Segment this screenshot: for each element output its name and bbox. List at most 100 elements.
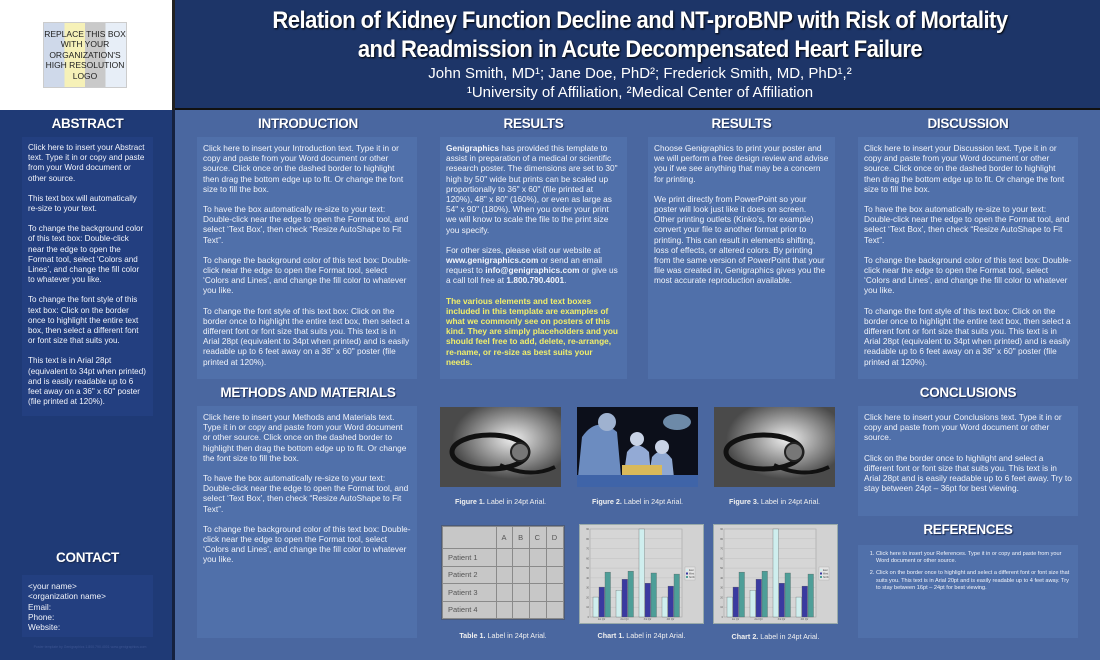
methods-box[interactable]: Click here to insert your Methods and Ma… xyxy=(197,406,417,638)
paragraph: Choose Genigraphics to print your poster… xyxy=(654,143,829,184)
figure-3-stethoscope-image[interactable] xyxy=(714,407,835,487)
title-line-2: and Readmission in Acute Decompensated H… xyxy=(357,36,923,63)
figure-2-caption: Figure 2. Label in 24pt Arial. xyxy=(591,497,684,506)
results-text: or give us a call toll free at xyxy=(446,265,618,286)
authors-block[interactable]: John Smith, MD¹; Jane Doe, PhD²; Frederi… xyxy=(200,64,1080,102)
contact-line: <your name> xyxy=(28,581,77,591)
table-1-caption: Table 1. Label in 24pt Arial. xyxy=(459,631,547,640)
bar-east xyxy=(795,596,802,618)
y-tick-label: 50 xyxy=(720,567,723,570)
results-text: For other sizes, please visit our websit… xyxy=(446,244,601,255)
legend-label: East xyxy=(689,569,694,572)
bar-north xyxy=(738,571,745,618)
y-tick-label: 10 xyxy=(720,606,723,609)
figure-2-surgery-image[interactable] xyxy=(577,407,698,487)
bar-west xyxy=(732,586,739,618)
reference-item: Click on the border once to highlight an… xyxy=(876,570,1072,592)
bar-north xyxy=(627,570,634,618)
table-header: D xyxy=(545,526,565,549)
highlight-note: The various elements and text boxes incl… xyxy=(446,295,618,367)
bar-north xyxy=(604,571,611,618)
table-header: B xyxy=(512,526,530,549)
contact-line: <organization name> xyxy=(28,591,106,602)
logo-placeholder[interactable]: REPLACE THIS BOX WITH YOUR ORGANIZATION'… xyxy=(43,22,127,88)
logo-area: REPLACE THIS BOX WITH YOUR ORGANIZATION'… xyxy=(0,0,175,110)
paragraph: To change the font style of this text bo… xyxy=(203,305,410,367)
reference-item: Click here to insert your References. Ty… xyxy=(876,551,1072,565)
legend-swatch xyxy=(686,576,688,578)
conclusions-box[interactable]: Click here to insert your Conclusions te… xyxy=(858,406,1078,516)
paragraph: Click on the border once to highlight an… xyxy=(864,452,1072,494)
y-tick-label: 90 xyxy=(586,528,589,531)
y-tick-label: 20 xyxy=(586,596,589,599)
references-box[interactable]: Click here to insert your References. Ty… xyxy=(858,545,1078,638)
paragraph: To change the background color of this t… xyxy=(28,224,144,285)
bar-east xyxy=(592,596,599,618)
chart-2-caption: Chart 2. Label in 24pt Arial. xyxy=(731,632,820,641)
x-tick-label: 1st Qtr xyxy=(732,618,740,621)
discussion-heading: DISCUSSION xyxy=(927,116,1009,131)
legend-swatch xyxy=(686,572,688,575)
y-tick-label: 30 xyxy=(720,587,723,590)
bar-west xyxy=(801,585,808,618)
table-row-label: Patient 3 xyxy=(442,583,497,602)
table-row-label: Patient 2 xyxy=(442,565,497,584)
paragraph: Click here to insert your Abstract text.… xyxy=(28,143,145,183)
bar-east xyxy=(661,596,668,618)
legend-swatch xyxy=(820,572,822,575)
paragraph: To change the font style of this text bo… xyxy=(864,305,1071,367)
bar-west xyxy=(667,585,674,618)
chart-2[interactable]: 0 10 20 30 40 50 60 70 80 90 1st Qtr 2nd Qtr 3rd Qtr… xyxy=(713,524,838,624)
conclusions-heading: CONCLUSIONS xyxy=(919,385,1017,400)
legend-label: West xyxy=(823,572,829,575)
bar-west xyxy=(778,583,785,618)
x-tick-label: 4th Qtr xyxy=(801,618,809,621)
email-link[interactable]: info@genigraphics.com xyxy=(485,265,580,276)
legend-swatch xyxy=(686,569,688,571)
y-tick-label: 0 xyxy=(722,616,724,619)
results-text: has provided this template to assist in … xyxy=(446,143,618,235)
paragraph: Click here to insert your Introduction t… xyxy=(203,143,404,194)
paragraph: To change the background color of this t… xyxy=(203,523,411,565)
results-box-2[interactable]: Choose Genigraphics to print your poster… xyxy=(648,137,835,379)
abstract-box[interactable]: Click here to insert your Abstract text.… xyxy=(22,137,153,416)
legend-label: East xyxy=(823,569,828,572)
contact-box[interactable]: <your name> <organization name> Email: Phon… xyxy=(22,575,153,637)
title-line-1: Relation of Kidney Function Decline and … xyxy=(272,7,1008,34)
paragraph: Click here to insert your Conclusions te… xyxy=(864,412,1062,443)
discussion-box[interactable]: Click here to insert your Discussion tex… xyxy=(858,137,1078,379)
authors: John Smith, MD¹; Jane Doe, PhD²; Frederi… xyxy=(428,65,852,82)
paragraph: To have the box automatically re-size to… xyxy=(203,204,409,245)
y-tick-label: 80 xyxy=(720,538,723,541)
paragraph: This text is in Arial 28pt (equivalent t… xyxy=(28,356,146,407)
paragraph: To change the background color of this t… xyxy=(203,254,411,296)
logo-text: REPLACE THIS BOX WITH YOUR ORGANIZATION'… xyxy=(44,28,126,81)
y-tick-label: 30 xyxy=(586,587,589,590)
y-tick-label: 60 xyxy=(586,557,589,560)
y-tick-label: 40 xyxy=(720,577,723,580)
legend-label: North xyxy=(689,576,695,579)
website-link[interactable]: www.genigraphics.com xyxy=(446,255,539,266)
results-heading-2: RESULTS xyxy=(711,116,772,131)
contact-line: Website: xyxy=(28,622,61,633)
bar-west xyxy=(755,579,762,618)
chart-1[interactable]: 0 10 20 30 40 50 60 70 80 90 1st Qtr 2nd Qtr 3rd Qtr… xyxy=(579,524,704,624)
x-tick-label: 3rd Qtr xyxy=(644,618,652,621)
table-header: A xyxy=(495,526,514,549)
legend-label: West xyxy=(689,572,695,575)
bar-west xyxy=(621,579,628,618)
figure-1-caption: Figure 1. Label in 24pt Arial. xyxy=(454,497,547,506)
paragraph: To change the background color of this t… xyxy=(864,254,1072,296)
figure-1-stethoscope-image[interactable] xyxy=(440,407,561,487)
paragraph: Click here to insert your Methods and Ma… xyxy=(203,412,407,463)
paragraph: To change the font style of this text bo… xyxy=(28,295,139,346)
introduction-box[interactable]: Click here to insert your Introduction t… xyxy=(197,137,417,379)
legend-swatch xyxy=(820,569,822,571)
legend-swatch xyxy=(820,576,822,578)
results-box-1[interactable]: Genigraphics has provided this template … xyxy=(440,137,627,379)
y-tick-label: 60 xyxy=(720,557,723,560)
legend xyxy=(684,566,696,581)
bar-east xyxy=(772,528,779,618)
poster-title[interactable]: Relation of Kidney Function Decline and … xyxy=(235,6,1045,64)
